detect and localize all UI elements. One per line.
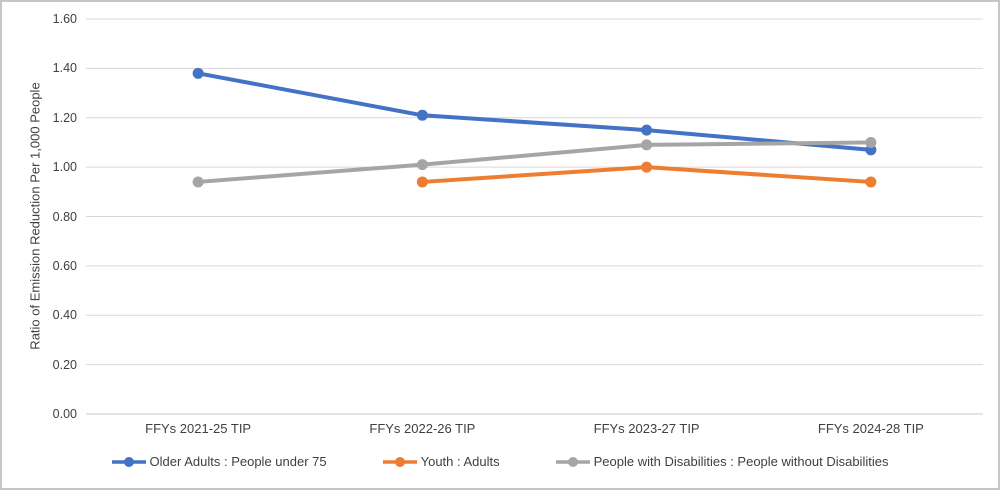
legend-label: Older Adults : People under 75 <box>149 454 327 469</box>
legend-marker-icon <box>111 456 146 467</box>
chart-legend: Older Adults : People under 75 Youth : Ad… <box>2 454 998 469</box>
x-category-label: FFYs 2021-25 TIP <box>145 421 252 436</box>
y-tick-label: 1.20 <box>52 110 77 125</box>
y-tick-label: 1.60 <box>52 12 77 26</box>
legend-item: Youth : Adults <box>382 454 500 469</box>
y-tick-label: 0.20 <box>52 357 77 372</box>
x-category-label: FFYs 2022-26 TIP <box>369 421 476 436</box>
y-tick-label: 0.40 <box>52 308 77 323</box>
data-point-marker <box>416 176 428 188</box>
data-point-marker <box>641 139 653 151</box>
data-point-marker <box>865 136 877 148</box>
legend-marker-icon <box>382 456 417 467</box>
y-tick-label: 1.00 <box>52 160 77 175</box>
legend-item: People with Disabilities : People withou… <box>555 454 889 469</box>
data-point-marker <box>641 124 653 136</box>
data-point-marker <box>416 109 428 121</box>
y-tick-label: 0.80 <box>52 209 77 224</box>
x-category-label: FFYs 2023-27 TIP <box>593 421 700 436</box>
series-line <box>196 140 873 184</box>
y-tick-label: 1.40 <box>52 61 77 76</box>
series-line <box>196 71 873 152</box>
legend-label: People with Disabilities : People withou… <box>593 454 889 469</box>
data-point-marker <box>192 176 204 188</box>
legend-item: Older Adults : People under 75 <box>111 454 327 469</box>
legend-marker-icon <box>555 456 590 467</box>
x-category-label: FFYs 2024-28 TIP <box>817 421 924 436</box>
y-tick-label: 0.60 <box>52 258 77 273</box>
data-point-marker <box>192 67 204 79</box>
data-point-marker <box>865 176 877 188</box>
legend-label: Youth : Adults <box>420 454 500 469</box>
data-point-marker <box>641 161 653 173</box>
y-tick-label: 0.00 <box>52 407 77 421</box>
data-point-marker <box>416 159 428 171</box>
